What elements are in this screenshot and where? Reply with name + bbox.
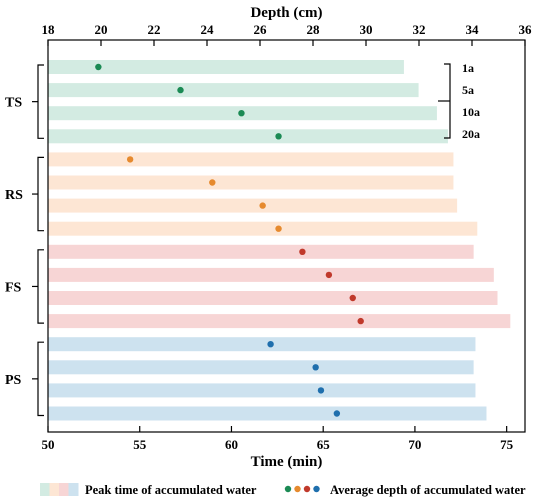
- axes-layer: 50 55 60 65 70 75 18 20 22 24 26 28 30 32 34 36: [42, 22, 533, 452]
- bar-fs-5a: [48, 267, 494, 282]
- dots-layer: [95, 63, 364, 417]
- bar-fs-10a: [48, 291, 498, 305]
- dot-fs-20a: [357, 317, 364, 325]
- dot-ts-10a: [238, 110, 245, 117]
- group-label-rs: RS: [5, 188, 23, 203]
- bracket-ps: [37, 341, 44, 417]
- bar-ts-1a: [48, 60, 404, 74]
- legend-dots-label: Average depth of accumulated water: [330, 483, 526, 497]
- legend-bars-label: Peak time of accumulated water: [85, 483, 257, 497]
- year-legend: 1a 5a 10a 20a: [438, 61, 480, 141]
- dot-rs-5a: [209, 179, 216, 186]
- plot-frame: [47, 39, 526, 433]
- bar-fs-20a: [48, 314, 511, 329]
- dot-ps-20a: [333, 410, 341, 417]
- top-tick-label-26: 26: [254, 22, 268, 37]
- dot-rs-1a: [126, 156, 134, 163]
- dot-ts-5a: [177, 86, 184, 94]
- bar-rs-5a: [48, 175, 454, 190]
- year-legend-item-20a: 20a: [462, 127, 480, 141]
- x-tick-label-60: 60: [225, 437, 238, 452]
- bar-rs-20a: [48, 221, 478, 236]
- x-tick-label-55: 55: [133, 437, 147, 452]
- bracket-rs: [37, 156, 44, 232]
- bar-ps-5a: [48, 360, 474, 375]
- year-legend-item-10a: 10a: [462, 105, 480, 119]
- legend-dot-ts: [284, 485, 292, 493]
- dot-fs-1a: [299, 248, 306, 255]
- top-tick-label-24: 24: [201, 22, 215, 37]
- group-label-ps: PS: [5, 373, 22, 388]
- bar-ps-10a: [48, 383, 476, 398]
- top-axis-title: Depth (cm): [250, 5, 322, 21]
- x-tick-label-70: 70: [408, 437, 421, 452]
- bar-fs-1a: [48, 244, 474, 259]
- dot-ps-1a: [267, 341, 274, 348]
- x-tick-label-65: 65: [317, 437, 331, 452]
- bar-ps-20a: [48, 406, 487, 421]
- bar-rs-10a: [48, 198, 458, 213]
- legend-bar-swatch-ps: [68, 483, 79, 496]
- legend-bar-swatch-ts: [40, 483, 50, 496]
- bars-layer: [48, 60, 511, 421]
- bracket-ts: [37, 64, 44, 139]
- dot-rs-20a: [275, 225, 282, 232]
- top-tick-label-18: 18: [42, 22, 56, 37]
- dot-fs-10a: [349, 294, 356, 302]
- dot-fs-5a: [325, 271, 333, 279]
- bracket-fs: [37, 249, 44, 324]
- x-tick-label-50: 50: [42, 437, 55, 452]
- bar-ts-5a: [48, 83, 419, 98]
- group-label-ts: TS: [5, 96, 22, 111]
- bar-ps-1a: [48, 337, 476, 352]
- dot-rs-10a: [259, 202, 266, 209]
- dot-ps-10a: [317, 387, 325, 394]
- group-brackets: TS RS FS PS: [5, 64, 44, 417]
- dot-ts-20a: [275, 133, 282, 140]
- legend-bar-swatch-rs: [49, 483, 60, 496]
- legend-dot-ps: [313, 485, 320, 493]
- legend-dot-rs: [294, 485, 301, 493]
- legend: Peak time of accumulated water Average d…: [40, 483, 526, 497]
- top-tick-label-22: 22: [148, 22, 161, 37]
- top-tick-label-32: 32: [413, 22, 426, 37]
- group-label-fs: FS: [5, 280, 22, 295]
- legend-dot-fs: [303, 485, 311, 493]
- year-legend-item-5a: 5a: [462, 83, 474, 97]
- top-tick-label-28: 28: [307, 22, 321, 37]
- top-tick-label-34: 34: [466, 22, 480, 37]
- legend-bar-swatch-fs: [59, 483, 69, 496]
- dot-ts-1a: [95, 63, 102, 71]
- top-tick-label-20: 20: [95, 22, 108, 37]
- top-tick-label-30: 30: [360, 22, 373, 37]
- x-axis-title: Time (min): [251, 454, 323, 470]
- bar-ts-20a: [48, 129, 448, 144]
- dot-ps-5a: [312, 364, 319, 371]
- x-tick-label-75: 75: [500, 437, 514, 452]
- bar-rs-1a: [48, 152, 454, 167]
- year-legend-item-1a: 1a: [462, 61, 474, 75]
- top-tick-label-36: 36: [519, 22, 533, 37]
